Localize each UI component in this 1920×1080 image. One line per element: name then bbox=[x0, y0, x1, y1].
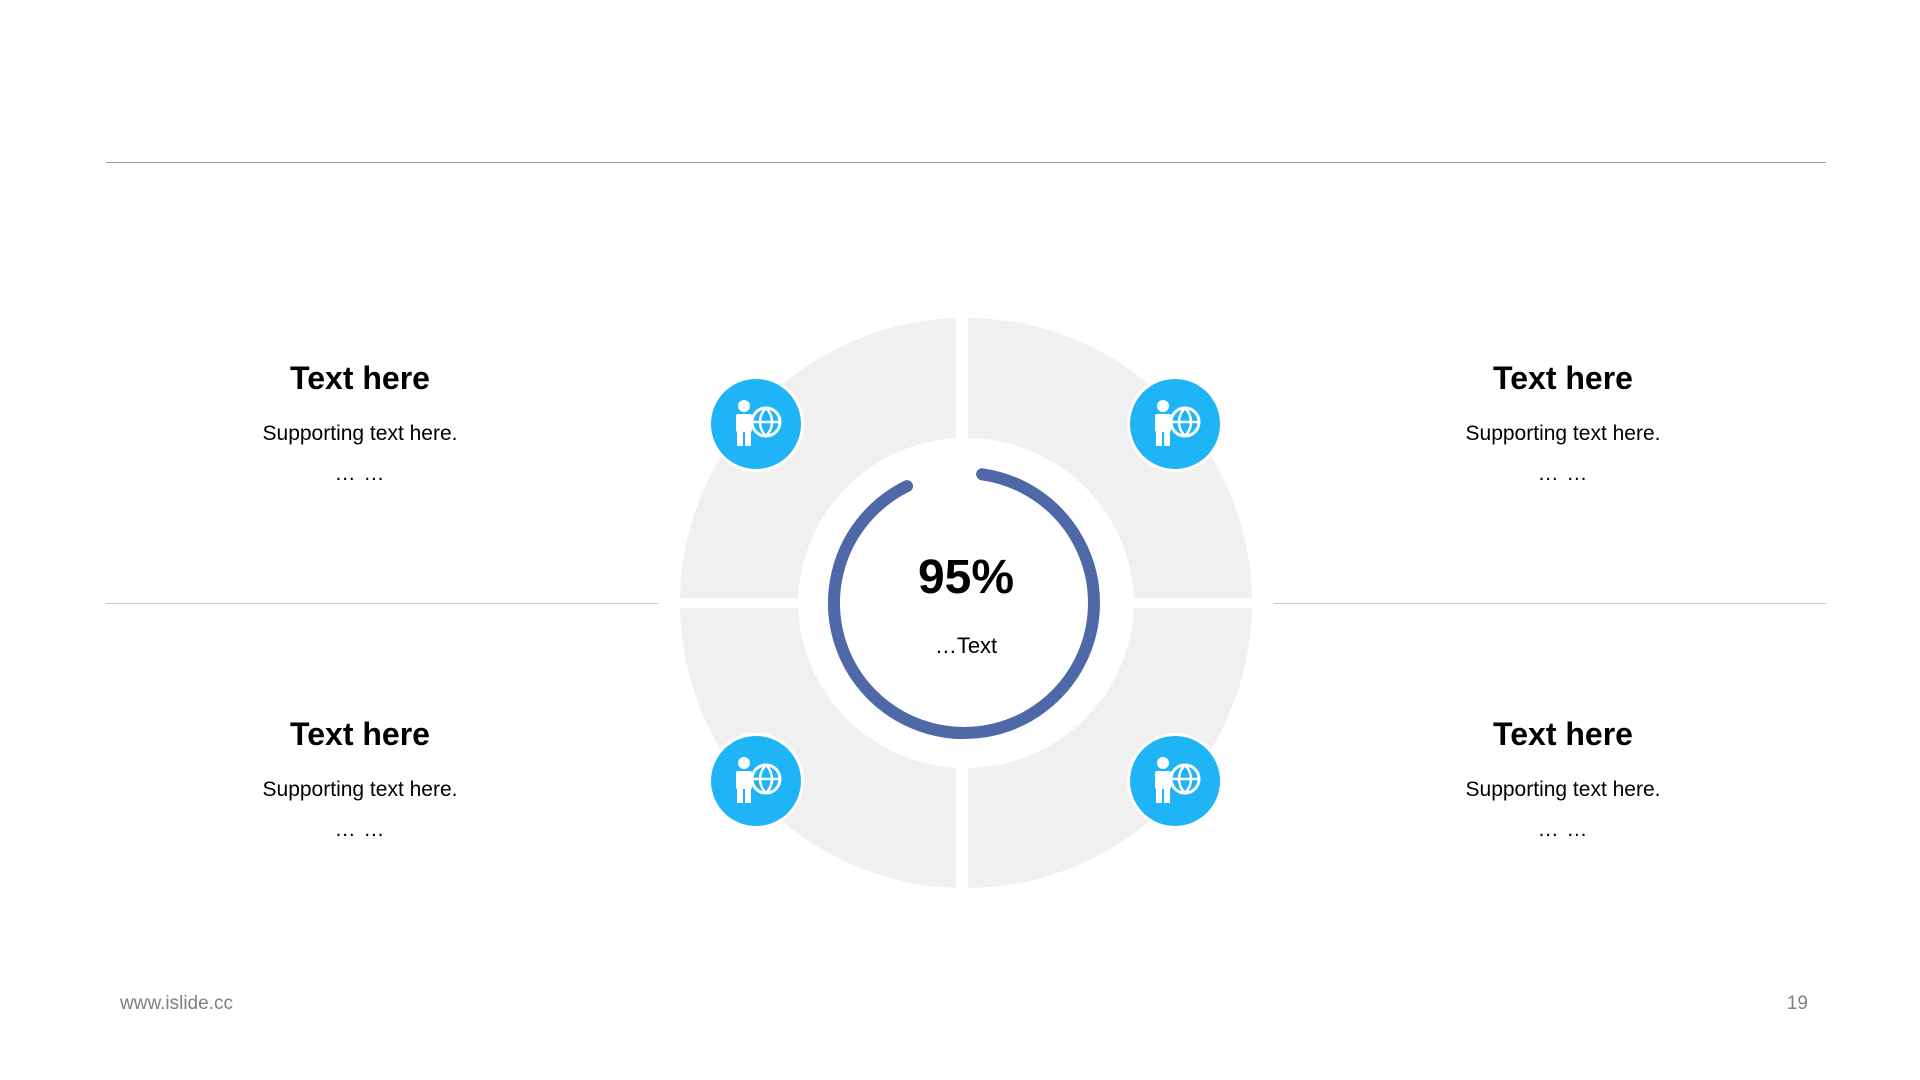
badge-disc bbox=[711, 379, 801, 469]
person-globe-icon bbox=[736, 757, 782, 803]
block-supporting-text: Supporting text here. bbox=[262, 422, 458, 445]
badge-bottom-left bbox=[708, 733, 804, 829]
badge-bottom-right bbox=[1127, 733, 1223, 829]
inner-white-disc bbox=[804, 443, 1124, 763]
badge-top-left bbox=[708, 376, 804, 472]
block-title: Text here bbox=[1493, 716, 1633, 752]
block-ellipsis: … … bbox=[334, 818, 386, 841]
block-ellipsis: … … bbox=[334, 462, 386, 485]
block-supporting-text: Supporting text here. bbox=[1465, 778, 1661, 801]
page-number: 19 bbox=[1786, 993, 1808, 1014]
badge-top-right bbox=[1127, 376, 1223, 472]
block-supporting-text: Supporting text here. bbox=[1465, 422, 1661, 445]
text-block-bottom-right: Text here Supporting text here. … … bbox=[1343, 714, 1783, 844]
text-block-top-left: Text here Supporting text here. … … bbox=[140, 358, 580, 488]
text-block-top-right: Text here Supporting text here. … … bbox=[1343, 358, 1783, 488]
center-percentage: 95% bbox=[917, 551, 1015, 604]
ring-segment-bottom-right bbox=[968, 608, 1252, 888]
footer-website: www.islide.cc bbox=[120, 993, 233, 1014]
block-supporting-text: Supporting text here. bbox=[262, 778, 458, 801]
block-title: Text here bbox=[290, 360, 430, 396]
text-block-bottom-left: Text here Supporting text here. … … bbox=[140, 714, 580, 844]
outer-ring-segments bbox=[680, 318, 1252, 888]
person-globe-icon bbox=[1155, 400, 1201, 446]
block-title: Text here bbox=[1493, 360, 1633, 396]
block-ellipsis: … … bbox=[1537, 462, 1589, 485]
badge-disc bbox=[1130, 736, 1220, 826]
middle-divider-left bbox=[106, 603, 658, 604]
ring-segment-top-right bbox=[968, 318, 1252, 598]
progress-arc bbox=[828, 468, 1100, 739]
middle-divider-right bbox=[1274, 603, 1826, 604]
badge-disc bbox=[711, 736, 801, 826]
ring-segment-top-left bbox=[680, 318, 956, 598]
center-label: …Text bbox=[934, 633, 998, 658]
ring-segment-bottom-left bbox=[680, 608, 956, 888]
block-ellipsis: … … bbox=[1537, 818, 1589, 841]
person-globe-icon bbox=[736, 400, 782, 446]
person-globe-icon bbox=[1155, 757, 1201, 803]
block-title: Text here bbox=[290, 716, 430, 752]
badge-disc bbox=[1130, 379, 1220, 469]
top-divider bbox=[106, 162, 1826, 163]
